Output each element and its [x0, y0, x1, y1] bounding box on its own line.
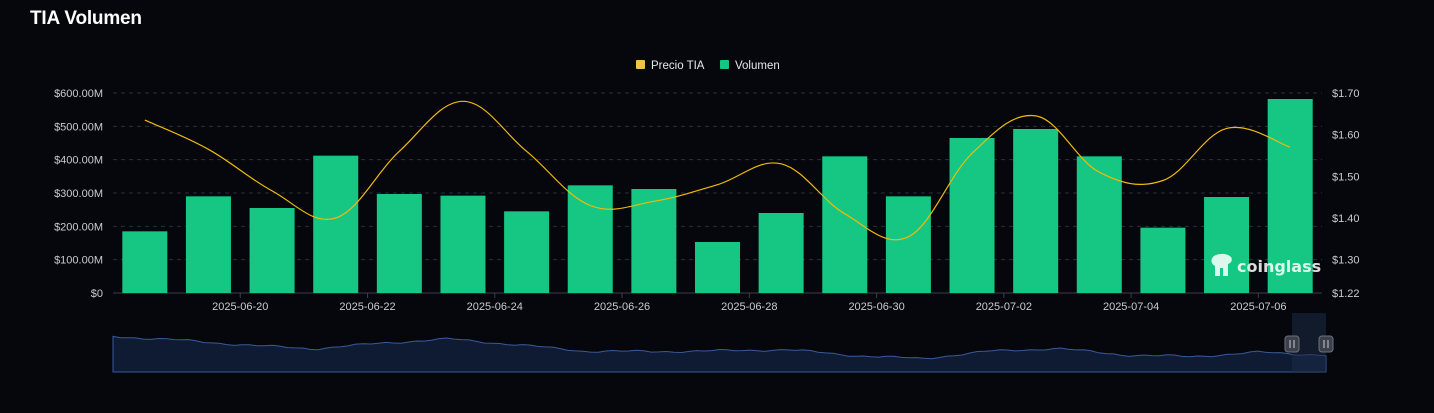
x-tick-label: 2025-07-02: [976, 301, 1032, 313]
navigator-handle-right-icon[interactable]: [1318, 335, 1334, 353]
volume-bar[interactable]: [949, 138, 995, 293]
y-right-tick-label: $1.40: [1332, 213, 1360, 225]
volume-bar[interactable]: [567, 185, 613, 293]
volume-bar[interactable]: [185, 196, 231, 293]
navigator-handle-left-icon[interactable]: [1284, 335, 1300, 353]
legend-swatch-price[interactable]: [636, 60, 645, 69]
x-tick-label: 2025-06-24: [467, 301, 523, 313]
y-right-tick-label: $1.30: [1332, 255, 1360, 267]
x-axis: 2025-06-20 2025-06-22 2025-06-24 2025-06-26…: [212, 293, 1287, 313]
volume-bar[interactable]: [1076, 156, 1122, 293]
volume-bar[interactable]: [1140, 227, 1186, 293]
volume-bar[interactable]: [1204, 197, 1250, 293]
y-left-tick-label: $400.00M: [54, 155, 103, 167]
watermark-text: coinglass: [1237, 257, 1321, 276]
y-axis-left: $0 $100.00M $200.00M $300.00M $400.00M $500.0…: [54, 88, 103, 300]
y-right-tick-label: $1.70: [1332, 88, 1360, 100]
y-right-tick-label: $1.60: [1332, 130, 1360, 142]
volume-bar[interactable]: [631, 189, 677, 293]
y-left-tick-label: $600.00M: [54, 88, 103, 100]
volume-bar[interactable]: [758, 213, 804, 293]
x-tick-label: 2025-06-22: [339, 301, 395, 313]
volume-bars[interactable]: [122, 99, 1313, 293]
legend-swatch-volume[interactable]: [720, 60, 729, 69]
y-left-tick-label: $200.00M: [54, 221, 103, 233]
navigator-area: [112, 335, 1327, 373]
x-tick-label: 2025-06-28: [721, 301, 777, 313]
volume-bar[interactable]: [1013, 129, 1059, 293]
volume-bar[interactable]: [249, 208, 295, 293]
y-left-tick-label: $300.00M: [54, 188, 103, 200]
y-left-tick-label: $0: [91, 288, 103, 300]
price-line-layer: [144, 100, 1291, 241]
y-left-tick-label: $500.00M: [54, 121, 103, 133]
volume-bar[interactable]: [313, 155, 359, 293]
page-title: TIA Volumen: [30, 8, 142, 29]
volume-bar[interactable]: [376, 194, 422, 293]
volume-bar[interactable]: [695, 242, 740, 293]
price-line: [144, 100, 1291, 241]
y-left-tick-label: $100.00M: [54, 255, 103, 267]
legend-label-volume[interactable]: Volumen: [735, 60, 780, 72]
volume-bar[interactable]: [822, 156, 868, 293]
y-right-tick-label: $1.50: [1332, 171, 1360, 183]
volume-bar[interactable]: [1267, 99, 1313, 293]
x-tick-label: 2025-07-04: [1103, 301, 1159, 313]
x-tick-label: 2025-07-06: [1230, 301, 1286, 313]
legend[interactable]: Precio TIA Volumen: [636, 60, 780, 72]
y-right-tick-label: $1.22: [1332, 288, 1360, 300]
volume-bar[interactable]: [504, 211, 550, 293]
y-axis-right: $1.22 $1.30 $1.40 $1.50 $1.60 $1.70: [1332, 88, 1360, 300]
volume-bar[interactable]: [885, 196, 931, 293]
x-tick-label: 2025-06-26: [594, 301, 650, 313]
x-tick-label: 2025-06-20: [212, 301, 268, 313]
legend-label-price[interactable]: Precio TIA: [651, 60, 705, 72]
coinglass-logo-icon: [1211, 253, 1232, 276]
coinglass-watermark: coinglass: [1211, 253, 1321, 276]
x-tick-label: 2025-06-30: [848, 301, 904, 313]
volume-bar[interactable]: [440, 195, 486, 293]
volume-bar[interactable]: [122, 231, 168, 293]
time-navigator[interactable]: [112, 313, 1334, 373]
